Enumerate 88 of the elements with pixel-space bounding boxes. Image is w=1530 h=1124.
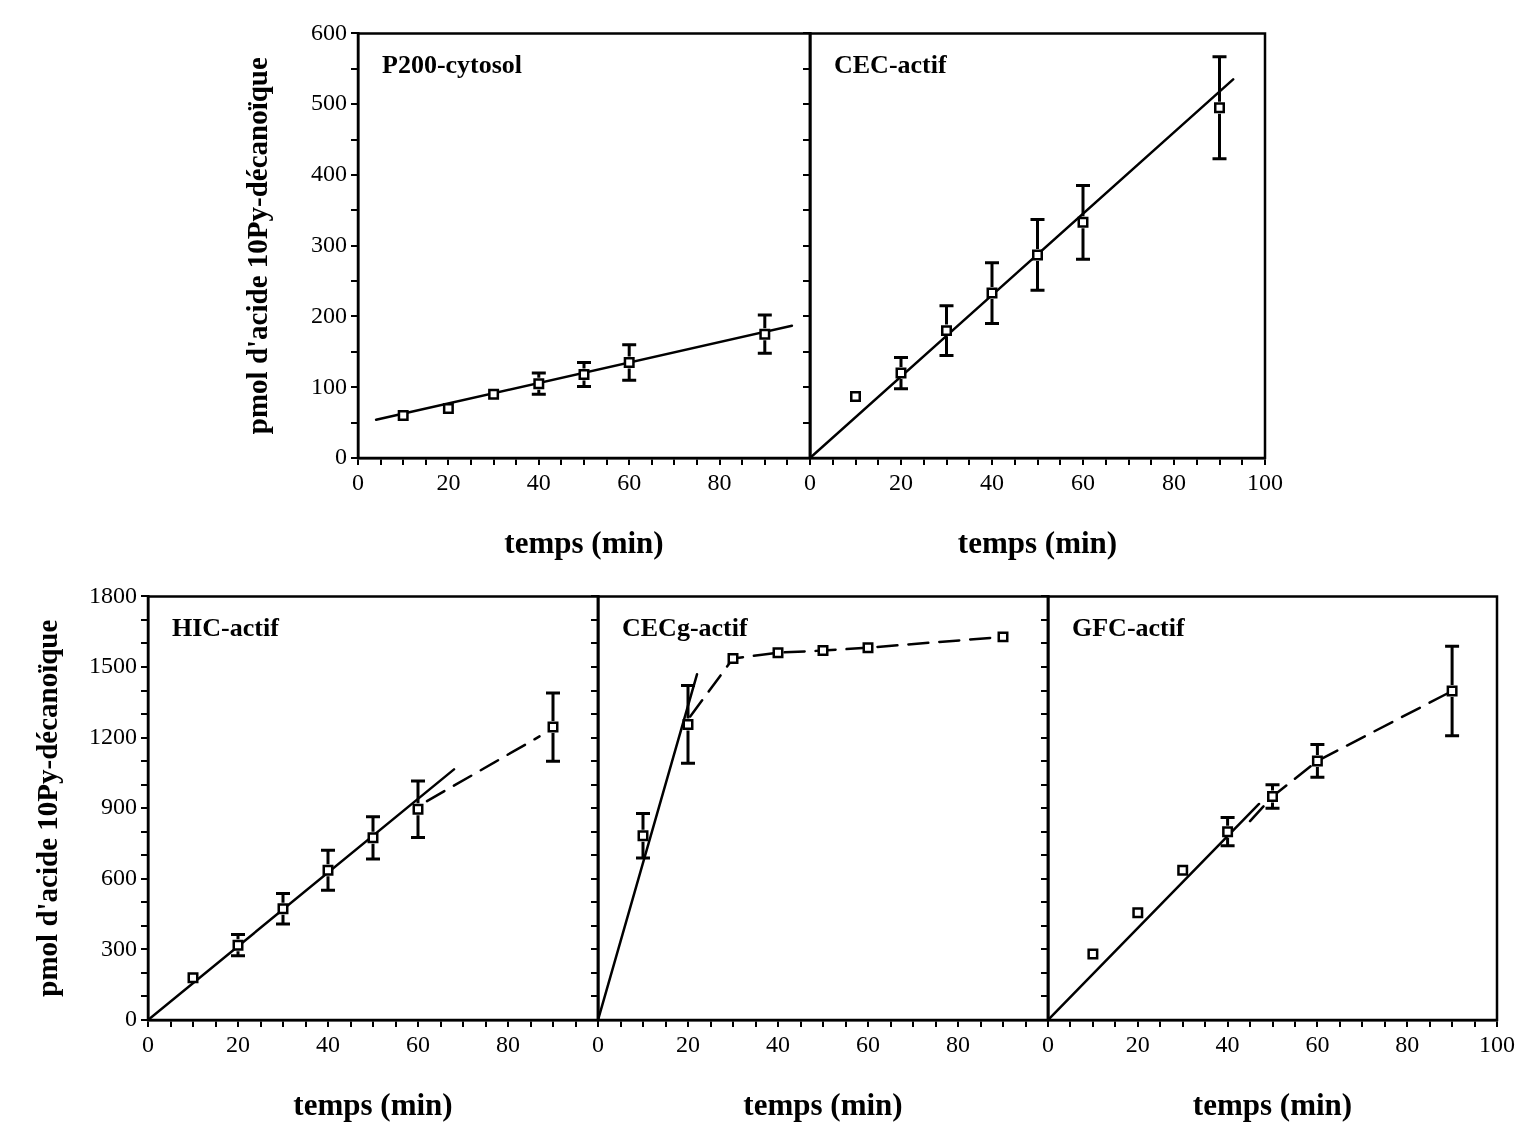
x-tick-label: 20 — [226, 1030, 250, 1057]
y-axis-title: pmol d'acide 10Py-décanoïque — [30, 619, 63, 997]
y-tick-label: 600 — [311, 18, 347, 45]
point — [1177, 864, 1189, 876]
point — [1077, 216, 1089, 228]
point — [862, 642, 874, 654]
y-tick-label: 300 — [101, 934, 137, 961]
x-tick-label: 60 — [617, 468, 642, 495]
point — [817, 645, 829, 657]
text: CEC-actif — [834, 50, 947, 80]
x-axis-title: temps (min) — [293, 1087, 453, 1123]
x-tick-label: 60 — [1305, 1030, 1330, 1057]
x-tick-label: 80 — [496, 1030, 520, 1057]
text: GFC-actif — [1072, 613, 1185, 643]
x-tick-label: 40 — [526, 468, 551, 495]
point — [1222, 826, 1234, 838]
point — [1132, 907, 1144, 919]
point — [322, 864, 334, 876]
x-tick-label: 0 — [804, 468, 816, 495]
x-tick-label: 80 — [707, 468, 732, 495]
x-tick-label: 0 — [1042, 1030, 1054, 1057]
x-tick-label: 60 — [1071, 468, 1095, 495]
text: CECg-actif — [622, 613, 748, 643]
point — [727, 653, 739, 665]
x-tick-label: 40 — [316, 1030, 340, 1057]
y-tick-label: 600 — [101, 864, 137, 891]
x-tick-label: 20 — [436, 468, 461, 495]
y-axis-title: pmol d'acide 10Py-décanoïque — [240, 57, 273, 435]
y-tick-label: 500 — [311, 89, 347, 116]
x-axis-title: temps (min) — [1192, 1087, 1353, 1123]
point — [578, 369, 590, 380]
x-tick-label: 20 — [889, 468, 913, 495]
point — [997, 631, 1009, 643]
x-tick-label: 40 — [1215, 1030, 1240, 1057]
text: P200-cytosol — [382, 50, 523, 80]
point — [442, 402, 454, 414]
x-tick-label: 20 — [1125, 1030, 1150, 1057]
point — [682, 718, 694, 730]
point — [277, 903, 289, 915]
x-tick-label: 80 — [1395, 1030, 1420, 1057]
y-tick-label: 400 — [311, 160, 347, 187]
point — [1446, 685, 1458, 697]
point — [1087, 948, 1099, 960]
point — [1267, 790, 1278, 802]
y-tick-label: 100 — [311, 372, 347, 399]
x-tick-label: 0 — [592, 1030, 604, 1057]
x-tick-label: 80 — [1162, 468, 1186, 495]
x-tick-label: 0 — [142, 1030, 154, 1057]
text: HIC-actif — [172, 613, 280, 643]
x-tick-label: 100 — [1247, 468, 1283, 495]
y-tick-label: 1500 — [89, 652, 137, 679]
point — [986, 287, 998, 299]
y-tick-label: 300 — [311, 231, 347, 257]
point — [772, 647, 784, 659]
point — [623, 356, 635, 368]
x-tick-label: 20 — [676, 1030, 700, 1057]
point — [397, 410, 409, 422]
point — [547, 721, 559, 733]
y-tick-label: 1200 — [89, 722, 137, 749]
point — [1311, 755, 1323, 767]
x-axis-title: temps (min) — [957, 525, 1118, 561]
x-axis-title: temps (min) — [504, 525, 664, 561]
point — [850, 390, 861, 402]
y-tick-label: 0 — [335, 443, 347, 470]
y-tick-label: 1800 — [89, 581, 137, 608]
x-tick-label: 60 — [856, 1030, 880, 1057]
x-tick-label: 40 — [980, 468, 1004, 495]
point — [1032, 249, 1043, 261]
y-tick-label: 900 — [101, 793, 137, 820]
x-tick-label: 80 — [946, 1030, 970, 1057]
x-tick-label: 100 — [1479, 1030, 1515, 1057]
y-tick-label: 200 — [311, 301, 347, 328]
point — [941, 325, 952, 337]
point — [412, 803, 424, 815]
point — [367, 832, 379, 844]
point — [232, 939, 244, 951]
point — [1214, 102, 1225, 114]
x-tick-label: 0 — [352, 468, 364, 495]
point — [488, 388, 500, 400]
x-tick-label: 40 — [766, 1030, 790, 1057]
x-axis-title: temps (min) — [743, 1087, 903, 1123]
point — [533, 378, 545, 390]
point — [895, 367, 907, 379]
y-tick-label: 0 — [125, 1005, 137, 1032]
x-tick-label: 60 — [406, 1030, 430, 1057]
point — [759, 328, 771, 340]
point — [637, 830, 649, 842]
point — [187, 972, 199, 984]
